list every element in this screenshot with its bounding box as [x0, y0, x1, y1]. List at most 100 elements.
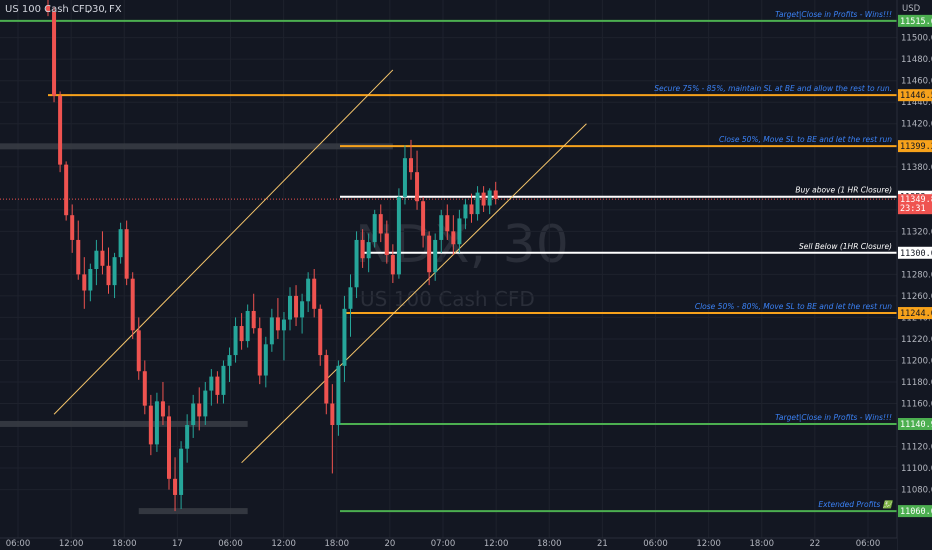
candle-body: [318, 308, 323, 356]
price-badge-close-50-upper: [898, 140, 932, 153]
candle-body: [64, 164, 69, 216]
candle-body: [439, 215, 444, 240]
time-tick-label: 06:00: [643, 539, 668, 549]
price-tick-label: 11320.00: [901, 227, 932, 237]
price-tick-label: 11500.00: [901, 34, 932, 44]
candle-body: [469, 204, 474, 215]
chart-title: US 100 Cash CFD , 30 , FX: [5, 4, 122, 15]
time-tick-label: 12:00: [484, 539, 509, 549]
time-tick-label: 22: [809, 539, 820, 549]
price-tick-label: 11160.00: [901, 400, 932, 410]
time-tick-label: 21: [597, 539, 608, 549]
price-badge-sell-below: [898, 246, 932, 259]
candle-body: [396, 196, 401, 275]
candle-body: [366, 242, 371, 259]
interval-label: 30: [92, 4, 105, 15]
candle-body: [481, 192, 486, 206]
time-axis-background: [0, 538, 897, 550]
candle-body: [88, 269, 93, 291]
time-tick-label: 06:00: [6, 539, 31, 549]
watermark-symbol: NDX, 30: [355, 215, 569, 275]
candle-body: [269, 317, 274, 345]
candle-body: [294, 295, 299, 318]
candle-body: [203, 390, 208, 417]
time-tick-label: 18:00: [537, 539, 562, 549]
candle-body: [239, 326, 244, 342]
channel-lower-line[interactable]: [241, 123, 587, 464]
candle-body: [215, 376, 220, 395]
watermark-description: US 100 Cash CFD: [360, 287, 535, 311]
price-tick-label: 11260.00: [901, 292, 932, 302]
candle-body: [209, 376, 214, 391]
candle-body: [463, 204, 468, 219]
candle-body: [76, 239, 81, 275]
candle-body: [433, 239, 438, 273]
candle-body: [300, 301, 305, 318]
gray-zone: [0, 420, 248, 427]
level-text-extended: Extended Profits 💹: [818, 500, 893, 509]
candle-body: [415, 172, 420, 202]
candle-body: [487, 190, 492, 206]
candle-body: [457, 218, 462, 245]
candle-body: [82, 274, 87, 291]
price-tick-label: 11220.00: [901, 335, 932, 345]
svg-text:,: ,: [104, 4, 107, 15]
candle-body: [197, 403, 202, 417]
time-tick-label: 18:00: [325, 539, 350, 549]
gray-zone: [0, 143, 393, 150]
candle-body: [342, 308, 347, 366]
candle-body: [288, 295, 292, 320]
time-tick-label: 18:00: [750, 539, 775, 549]
candle-body: [245, 310, 250, 342]
price-tick-label: 11420.00: [901, 120, 932, 130]
candle-body: [348, 287, 353, 309]
gray-zone-layer: [0, 143, 393, 515]
price-badge-target-top: [898, 14, 932, 27]
candle-body: [421, 201, 426, 236]
candle-body: [451, 231, 456, 245]
price-badge-label-extended: 11060.00: [900, 507, 932, 517]
candle-body: [94, 250, 99, 269]
svg-text:,: ,: [87, 4, 90, 15]
grid-layer: [0, 0, 897, 538]
candle-body: [100, 250, 105, 266]
candle-body: [148, 405, 153, 445]
level-text-target-top: Target|Close in Profits - Wins!!!: [775, 10, 892, 19]
candle-body: [52, 11, 57, 96]
candle-body: [160, 401, 165, 417]
candle-body: [402, 158, 407, 197]
candle-body: [354, 239, 359, 288]
price-badge-label-close-50-lower: 11244.07: [900, 309, 932, 319]
candle-body: [384, 233, 389, 256]
channel-layer: [53, 69, 587, 464]
time-tick-label: 06:00: [856, 539, 881, 549]
price-badge-extended: [898, 505, 932, 518]
exchange-label: FX: [109, 4, 122, 15]
countdown-label: 23:31: [900, 204, 926, 214]
candle-body: [251, 310, 256, 329]
candle-body: [136, 330, 141, 372]
candle-body: [445, 215, 450, 232]
candle-body: [106, 265, 111, 286]
price-badge-secure-75: [898, 89, 932, 102]
time-tick-label: 12:00: [271, 539, 296, 549]
candle-body: [409, 158, 413, 173]
candle-body: [390, 255, 395, 275]
channel-upper-line[interactable]: [53, 69, 394, 415]
price-badge-label-target-lower: 11140.95: [900, 420, 932, 430]
time-tick-label: 17: [172, 539, 183, 549]
candle-body: [154, 401, 159, 445]
candle-body: [233, 326, 238, 356]
candle-body: [475, 192, 480, 215]
candle-body: [372, 214, 377, 243]
candle-body: [427, 235, 432, 273]
price-axis[interactable]: 11500.00 11480.00 11460.00 11440.00 11420.00…: [896, 0, 932, 550]
time-axis[interactable]: 06:00 12:00 18:00 17 06:00 12:00 18:00 20 07:00 1…: [0, 537, 897, 550]
price-tick-label: 11440.00: [901, 98, 932, 108]
candle-body: [142, 371, 147, 406]
candle-body: [281, 319, 286, 331]
candle-body: [179, 448, 184, 495]
